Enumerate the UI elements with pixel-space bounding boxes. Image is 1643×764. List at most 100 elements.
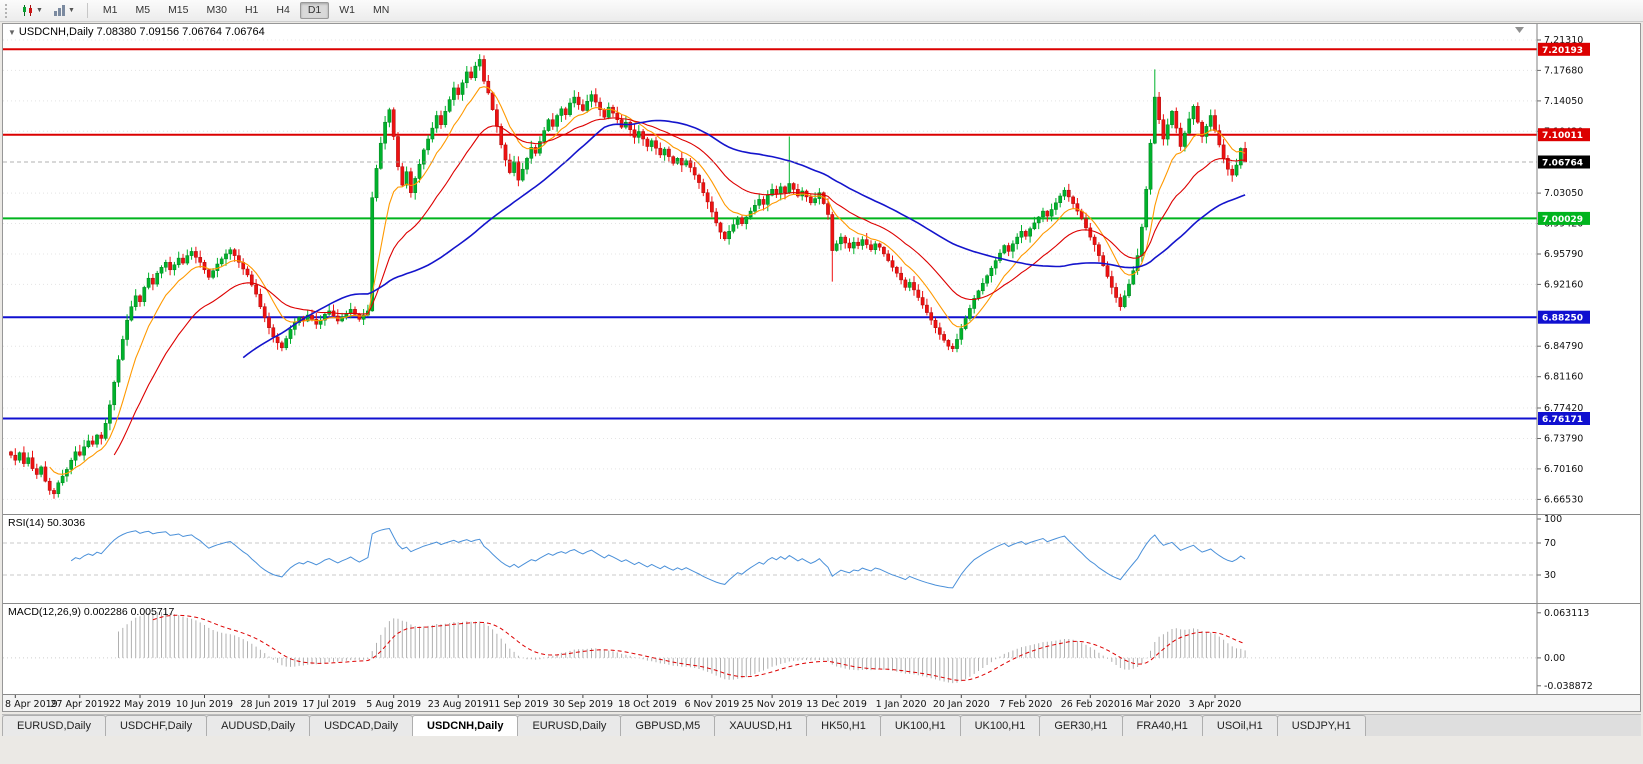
- macd-pane[interactable]: 0.063113 0.00 -0.038872 MACD(12,26,9) 0.00…: [3, 603, 1640, 694]
- svg-text:70: 70: [1544, 538, 1556, 549]
- svg-text:30: 30: [1544, 570, 1556, 581]
- chart-tab-ger30-h1-11[interactable]: GER30,H1: [1039, 715, 1123, 736]
- timeframe-group: M1 M5 M15 M30 H1 H4 D1 W1 MN: [94, 1, 398, 20]
- chart-tab-gbpusd-m5-6[interactable]: GBPUSD,M5: [620, 715, 716, 736]
- candlestick-chart-icon: [23, 5, 32, 16]
- ma-ema-25-line: [113, 117, 1246, 456]
- svg-text:8 Apr 2019: 8 Apr 2019: [5, 699, 58, 710]
- rsi-line: [70, 527, 1246, 589]
- svg-text:6.76171: 6.76171: [1542, 415, 1583, 425]
- toolbar-separator: [86, 3, 88, 18]
- bar-chart-icon: [53, 5, 65, 16]
- svg-text:27 Apr 2019: 27 Apr 2019: [50, 699, 109, 710]
- svg-text:22 May 2019: 22 May 2019: [109, 699, 171, 710]
- chart-tab-bar: EURUSD,Daily USDCHF,Daily AUDUSD,Daily USDC…: [2, 714, 1641, 736]
- svg-text:-0.038872: -0.038872: [1544, 681, 1593, 692]
- timeframe-button-d1[interactable]: D1: [299, 1, 330, 20]
- chart-tab-audusd-daily-2[interactable]: AUDUSD,Daily: [206, 715, 311, 736]
- level-price-label: [1538, 128, 1590, 142]
- level-price-label: [1538, 412, 1590, 425]
- svg-text:7 Feb 2020: 7 Feb 2020: [999, 699, 1052, 710]
- chart-dropdown-caret[interactable]: ▼: [8, 28, 16, 37]
- macd-signal-line: [152, 614, 1246, 681]
- toolbar-grip-handle[interactable]: [5, 3, 11, 18]
- timeframe-button-h4[interactable]: H4: [276, 3, 290, 16]
- svg-text:10 Jun 2019: 10 Jun 2019: [176, 699, 233, 710]
- svg-text:7.17680: 7.17680: [1544, 65, 1583, 76]
- svg-text:7.20193: 7.20193: [1542, 46, 1583, 56]
- time-axis[interactable]: 8 Apr 2019 27 Apr 2019 22 May 2019 10 Jun 2…: [3, 694, 1640, 711]
- chart-shift-marker-icon: [1515, 27, 1524, 33]
- svg-text:30 Sep 2019: 30 Sep 2019: [553, 699, 613, 710]
- rsi-canvas[interactable]: 100 70 30: [3, 515, 1640, 603]
- macd-indicator-label: MACD(12,26,9) 0.002286 0.005717: [8, 606, 175, 618]
- svg-text:7.21310: 7.21310: [1544, 35, 1583, 46]
- svg-text:11 Sep 2019: 11 Sep 2019: [488, 699, 548, 710]
- chevron-down-icon: ▼: [36, 7, 43, 14]
- down-candle-wicks: [10, 55, 1246, 499]
- chart-tab-eurusd-daily-0[interactable]: EURUSD,Daily: [2, 715, 106, 736]
- svg-text:6.95790: 6.95790: [1544, 249, 1583, 260]
- svg-text:0.00: 0.00: [1544, 653, 1565, 664]
- svg-text:6.88250: 6.88250: [1542, 314, 1583, 324]
- svg-text:6.81160: 6.81160: [1544, 372, 1583, 383]
- chart-tab-usdjpy-h1-14[interactable]: USDJPY,H1: [1276, 715, 1366, 736]
- timeframe-button-h1[interactable]: H1: [244, 3, 259, 16]
- svg-text:7.03050: 7.03050: [1544, 188, 1583, 199]
- svg-text:6.92160: 6.92160: [1544, 279, 1583, 290]
- price-chart-canvas[interactable]: 7.213107.176807.140507.104207.030506.994…: [3, 24, 1640, 514]
- svg-text:7.10011: 7.10011: [1542, 131, 1583, 141]
- svg-text:7.14050: 7.14050: [1544, 96, 1583, 107]
- svg-text:6.77420: 6.77420: [1544, 403, 1583, 414]
- chart-tab-usdcnh-daily-4[interactable]: USDCNH,Daily: [412, 715, 519, 736]
- timeframe-button-w1[interactable]: W1: [339, 3, 355, 16]
- chevron-down-icon: ▼: [67, 7, 75, 14]
- svg-text:6.73790: 6.73790: [1544, 434, 1583, 445]
- chart-tab-eurusd-daily-5[interactable]: EURUSD,Daily: [517, 715, 622, 736]
- chart-tab-uk100-h1-10[interactable]: UK100,H1: [959, 715, 1041, 736]
- chart-type-button[interactable]: ▼: [17, 2, 47, 19]
- ma-sma-55-line: [242, 119, 1246, 359]
- svg-text:20 Jan 2020: 20 Jan 2020: [933, 699, 990, 710]
- svg-text:6.70160: 6.70160: [1544, 464, 1583, 475]
- chart-tab-xauusd-h1-7[interactable]: XAUUSD,H1: [714, 715, 808, 736]
- chart-tab-hk50-h1-8[interactable]: HK50,H1: [806, 715, 881, 736]
- ohlc-info-text: USDCNH,Daily 7.08380 7.09156 7.06764 7.0…: [18, 26, 265, 38]
- svg-text:13 Dec 2019: 13 Dec 2019: [806, 699, 867, 710]
- svg-text:1 Jan 2020: 1 Jan 2020: [876, 699, 927, 710]
- ma-ema-10-line: [49, 86, 1246, 475]
- svg-text:28 Jun 2019: 28 Jun 2019: [240, 699, 297, 710]
- svg-text:3 Apr 2020: 3 Apr 2020: [1189, 699, 1242, 710]
- timeframe-button-m15[interactable]: M15: [168, 3, 189, 16]
- svg-text:7.00029: 7.00029: [1542, 215, 1583, 225]
- svg-text:6.84790: 6.84790: [1544, 341, 1583, 352]
- chart-tab-usoil-h1-13[interactable]: USOil,H1: [1201, 715, 1278, 736]
- indicators-button[interactable]: ▼: [49, 2, 79, 19]
- svg-text:6 Nov 2019: 6 Nov 2019: [684, 699, 739, 710]
- level-price-label: [1538, 42, 1590, 56]
- macd-canvas[interactable]: 0.063113 0.00 -0.038872: [3, 604, 1640, 694]
- svg-text:5 Aug 2019: 5 Aug 2019: [366, 699, 421, 710]
- price-pane[interactable]: 7.213107.176807.140507.104207.030506.994…: [3, 24, 1640, 514]
- chart-tab-uk100-h1-9[interactable]: UK100,H1: [879, 715, 961, 736]
- svg-text:18 Oct 2019: 18 Oct 2019: [618, 699, 677, 710]
- chart-tab-fra40-h1-12[interactable]: FRA40,H1: [1121, 715, 1203, 736]
- level-price-label: [1538, 211, 1590, 225]
- svg-text:6.66530: 6.66530: [1544, 494, 1583, 505]
- timeframe-button-m30[interactable]: M30: [206, 3, 227, 16]
- svg-text:25 Nov 2019: 25 Nov 2019: [742, 699, 803, 710]
- top-toolbar: ▼ ▼ M1 M5 M15 M30 H1 H4 D1 W1 MN: [0, 0, 1643, 22]
- svg-text:100: 100: [1544, 515, 1562, 525]
- timeframe-button-m5[interactable]: M5: [135, 3, 151, 16]
- svg-text:0.063113: 0.063113: [1544, 608, 1589, 619]
- svg-text:16 Mar 2020: 16 Mar 2020: [1120, 699, 1180, 710]
- timeframe-button-m1[interactable]: M1: [102, 3, 118, 16]
- svg-text:7.06764: 7.06764: [1542, 159, 1583, 169]
- timeframe-button-mn[interactable]: MN: [373, 3, 390, 16]
- chart-tab-usdchf-daily-1[interactable]: USDCHF,Daily: [104, 715, 208, 736]
- chart-tab-usdcad-daily-3[interactable]: USDCAD,Daily: [309, 715, 414, 736]
- up-candle-wicks: [19, 54, 1242, 498]
- rsi-pane[interactable]: 100 70 30 RSI(14) 50.3036: [3, 514, 1640, 603]
- level-price-label: [1538, 310, 1590, 324]
